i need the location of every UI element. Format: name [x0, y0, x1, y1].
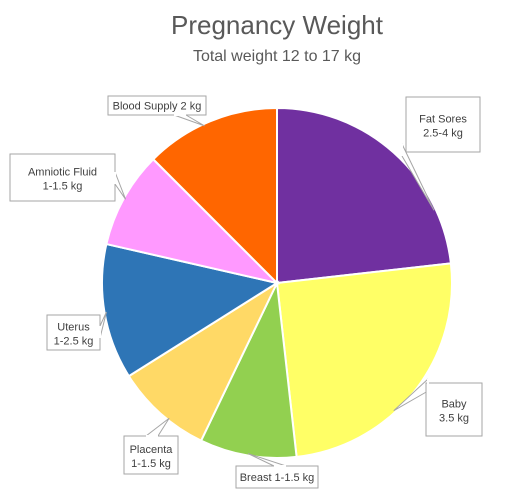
callout-label: Uterus [57, 322, 90, 334]
callout-pointer [114, 171, 127, 200]
callout-uterus: Uterus 1-2.5 kg [46, 311, 107, 351]
pie-slice-amniotic-fluid [105, 157, 281, 285]
pie-slice-uterus [101, 242, 280, 378]
callout-amniotic-fluid: Amniotic Fluid 1-1.5 kg [9, 153, 127, 202]
pie-slice-blood-supply [151, 106, 278, 286]
pie-slice-fat-sores [276, 106, 453, 285]
callout-placenta: Placenta 1-1.5 kg [123, 417, 179, 475]
callout-value: 1-2.5 kg [54, 336, 94, 348]
callout-label: Baby [441, 399, 467, 411]
callout-value: 1-1.5 kg [131, 458, 171, 470]
callout-blood-supply: Blood Supply 2 kg [107, 95, 207, 127]
callout-box [425, 382, 483, 437]
callout-value: 1-1.5 kg [43, 181, 83, 193]
callout-label: Amniotic Fluid [28, 167, 97, 179]
callout-label: Blood Supply 2 kg [113, 101, 202, 113]
callout-pointer [173, 114, 205, 127]
chart-subtitle: Total weight 12 to 17 kg [193, 48, 361, 65]
callout-label: Breast 1-1.5 kg [240, 472, 315, 484]
callout-box [9, 153, 116, 202]
callout-box [46, 314, 101, 351]
callout-box [405, 96, 481, 153]
callout-label: Placenta [130, 444, 174, 456]
data-callouts: Fat Sores 2.5-4 kg Baby 3.5 kg Breast 1-1.5 … [9, 95, 483, 489]
chart-title: Pregnancy Weight [171, 10, 384, 40]
pie-slice-placenta [127, 280, 280, 443]
callout-pointer [145, 417, 170, 437]
callout-fat-sores: Fat Sores 2.5-4 kg [401, 96, 481, 211]
callout-label: Fat Sores [419, 114, 467, 126]
callout-pointer [247, 453, 287, 467]
callout-box [107, 95, 207, 116]
callout-pointer [401, 143, 435, 211]
callout-value: 3.5 kg [439, 413, 469, 425]
pie-slice-breast [199, 279, 298, 459]
callout-baby: Baby 3.5 kg [393, 378, 483, 437]
callout-pointer [393, 378, 429, 412]
callout-pointer [99, 311, 107, 339]
pie-slices [101, 106, 453, 459]
callout-breast: Breast 1-1.5 kg [235, 453, 319, 489]
callout-value: 2.5-4 kg [423, 128, 463, 140]
